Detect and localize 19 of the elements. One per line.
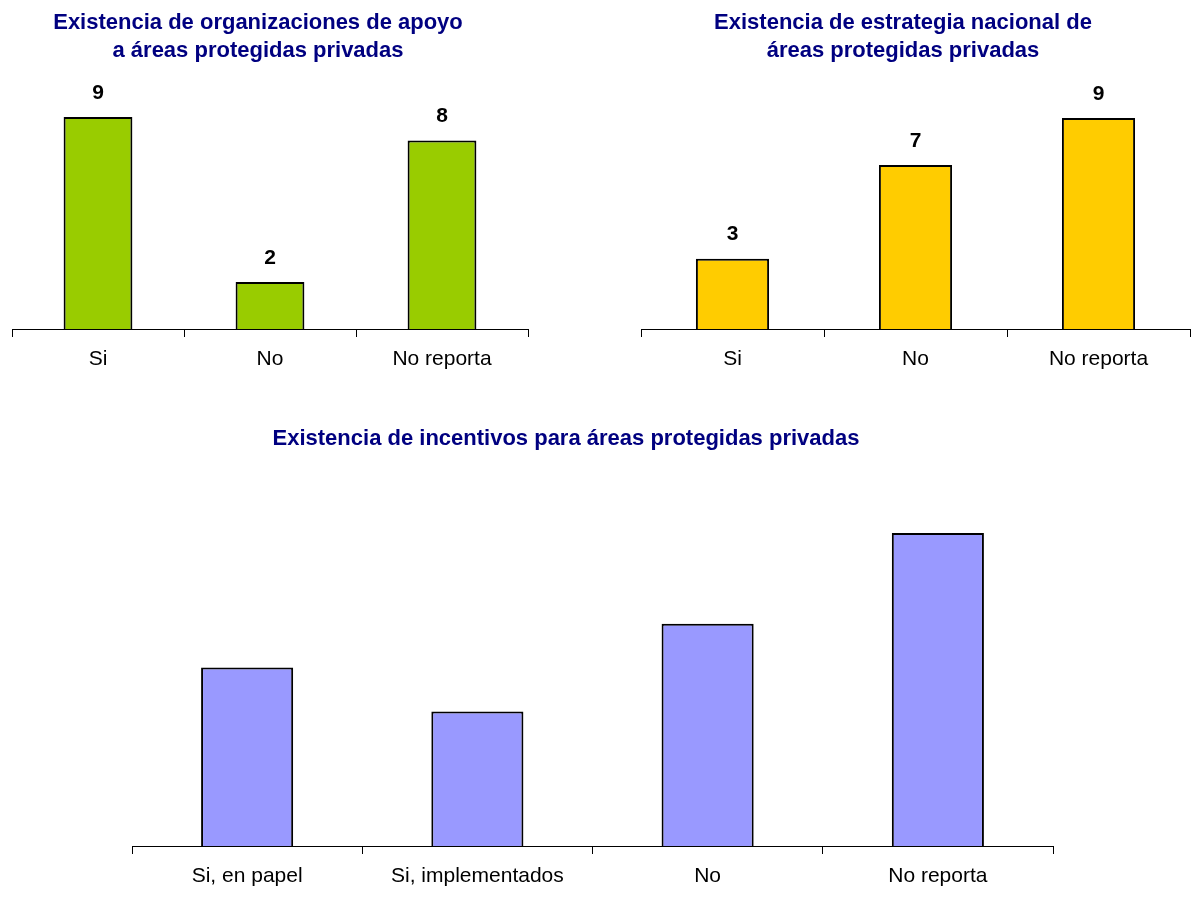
chart-title: Existencia de incentivos para áreas protegidas privadas (271, 424, 861, 452)
data-label: 2 (264, 244, 276, 268)
chart-title: Existencia de estrategia nacional de áreas protegidas privadas (713, 8, 1093, 64)
x-tick-label: No (694, 863, 722, 887)
x-tick-label: Si (88, 346, 108, 370)
x-tick-label: Si, implementados (391, 863, 564, 887)
x-tick-label: No reporta (888, 863, 988, 887)
chart-title: Existencia de organizaciones de apoyo a áreas protegidas privadas (52, 8, 464, 64)
x-tick-label: No reporta (392, 346, 492, 370)
x-tick-label: Si (723, 346, 742, 370)
x-tick-label: No (902, 346, 929, 370)
data-label: 9 (92, 79, 104, 103)
x-tick-label: No (256, 346, 284, 370)
data-label: 8 (436, 103, 449, 127)
data-label: 9 (1092, 80, 1105, 104)
data-label: 7 (909, 127, 922, 151)
data-label: 3 (726, 221, 739, 245)
x-tick-label: Si, en papel (191, 863, 303, 887)
x-tick-label: No reporta (1048, 346, 1149, 370)
